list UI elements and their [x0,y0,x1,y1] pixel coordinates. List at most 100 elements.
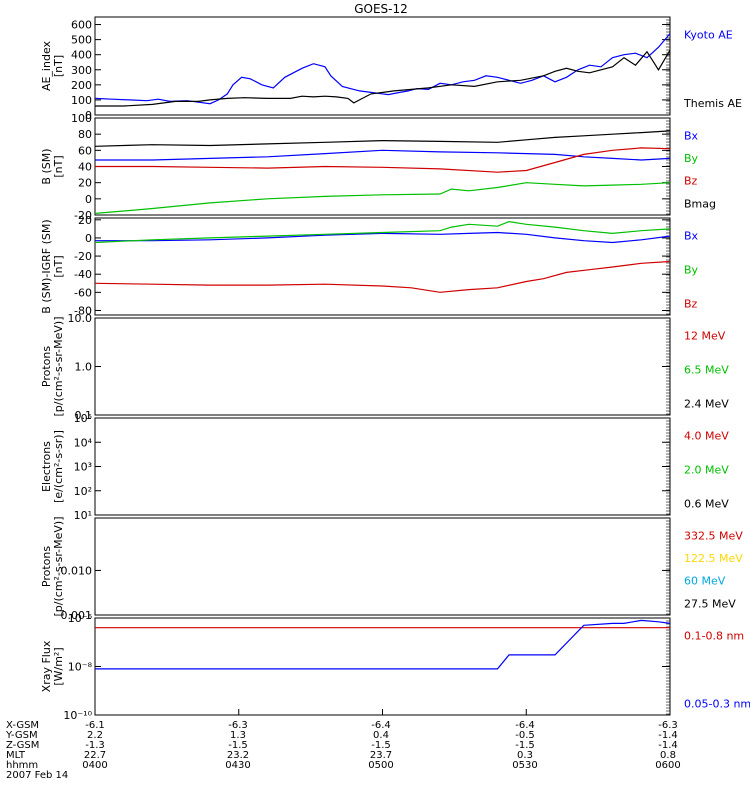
legend-label: 0.05-0.3 nm [684,697,750,710]
y-axis-label: [e/(cm²-s-sr)] [52,430,65,503]
y-tick-label: 20 [78,177,92,190]
ephemeris-row-label: Z-GSM [6,740,39,751]
panel-frame [94,317,671,416]
y-axis-label: [p/(cm²-s-sr-MeV)] [52,317,65,417]
y-tick-label: 10³ [74,461,92,474]
panel-4: 0.1 1.0 10.0 Protons [p/(cm²-s-sr-MeV)] 12 Me… [40,312,729,422]
ephemeris-value: 0.4 [373,730,389,741]
y-axis-label: [nT] [52,55,65,77]
series-line-by [94,182,671,214]
legend-label: Bz [684,297,698,310]
y-tick-label: 80 [78,128,92,141]
y-tick-label: 10⁻¹⁰ [63,709,92,722]
legend-label: 2.0 MeV [684,463,729,476]
legend-label: 6.5 MeV [684,363,729,376]
ephemeris-row-label: X-GSM [6,720,39,731]
legend-label: 4.0 MeV [684,429,729,442]
y-tick-label: -20 [74,250,92,263]
series-line-bmag [94,130,671,147]
ephemeris-value: 0500 [368,760,393,771]
date-label: 2007 Feb 14 [6,770,68,781]
legend-label: 0.1-0.8 nm [684,629,744,642]
legend-label: 12 MeV [684,329,726,342]
y-tick-label: 0 [85,193,92,206]
panel-frame [94,217,671,316]
y-tick-label: 1.0 [75,361,93,374]
panel-3: -80 -60 -40 -20 0 20 B (SM)-IGRF (SM) [nT] Bx By B… [40,214,699,318]
ephemeris-value: -6.3 [228,720,248,731]
y-tick-label: 10¹ [74,509,92,522]
y-axis-label: Xray Flux [40,640,53,692]
ephemeris-value: 0530 [512,760,537,771]
ephemeris-value: -1.3 [85,740,105,751]
legend-label: Bx [684,129,699,142]
ephemeris-value: 23.7 [370,750,392,761]
y-tick-label: 300 [71,64,92,77]
y-tick-label: 0 [85,109,92,122]
y-tick-label: 10⁻⁶ [68,612,93,625]
series-line-bx [95,231,671,244]
ephemeris-value: -0.5 [515,730,535,741]
legend-label: 0.6 MeV [684,497,729,510]
y-axis-label: [W/m²] [52,647,65,685]
panel-6: 0.001 0.010 Protons [p/(cm²-s-sr-MeV)] 332.5… [40,517,743,623]
series-line-0-05-0-3-nm [95,619,671,670]
legend-label: Themis AE [683,97,742,110]
y-axis-label: Protons [40,546,53,587]
panel-2: -20 0 20 40 60 80 100 B (SM) [nT] Bx By Bz Bmag [40,112,716,222]
legend-label: Kyoto AE [684,29,733,42]
ephemeris-value: 0.8 [660,750,676,761]
y-tick-label: 10² [74,485,92,498]
series-line-bz [95,147,671,173]
ephemeris-value: -1.4 [658,730,678,741]
y-tick-label: 200 [71,79,92,92]
series-line-themis-ae [95,49,671,107]
ephemeris-value: -1.5 [228,740,248,751]
legend-label: 60 MeV [684,575,726,588]
series-line-by [94,220,671,244]
y-axis-label: B (SM)-IGRF (SM) [40,219,53,313]
y-tick-label: 40 [78,161,92,174]
y-tick-label: -80 [74,304,92,317]
y-axis-label: [p/(cm²-s-sr-MeV)] [52,517,65,617]
panel-frame [94,517,671,616]
panel-5: 10¹ 10² 10³ 10⁴ 10⁵ Electrons [e/(cm²-s-sr)] 4.… [40,412,729,522]
y-tick-label: 400 [71,49,92,62]
legend-label: 27.5 MeV [684,597,736,610]
legend-label: 122.5 MeV [684,552,743,565]
panel-frame [94,16,671,116]
y-tick-label: 0.010 [61,564,93,577]
y-tick-label: 20 [78,214,92,227]
series-line-bz [94,260,671,293]
y-axis-label: Protons [40,346,53,387]
y-axis-label: Electrons [40,441,53,492]
legend-label: 2.4 MeV [684,397,729,410]
panel-frame [94,417,671,516]
y-tick-label: 10⁻⁸ [68,661,93,674]
y-tick-label: 0 [85,232,92,245]
y-axis-label: [nT] [52,255,65,277]
ephemeris-row-label: hhmm [6,760,38,771]
ephemeris-table: X-GSM -6.1 -6.3 -6.4 -6.4 -6.3Y-GSM 2.2 1.3 0.4-… [5,720,681,781]
ephemeris-row-label: MLT [6,750,26,761]
ephemeris-value: -6.4 [371,720,391,731]
legend-label: Bx [684,229,699,242]
y-tick-label: 10.0 [68,312,93,325]
y-tick-label: 0.001 [61,609,93,622]
y-tick-label: -20 [74,209,92,222]
ephemeris-value: 0400 [82,760,107,771]
y-tick-label: 10⁵ [74,412,92,425]
y-tick-label: -40 [74,268,92,281]
series-line-kyoto-ae [94,33,671,105]
ephemeris-value: 0.3 [517,750,533,761]
legend-label: 332.5 MeV [684,529,743,542]
ephemeris-value: 0430 [225,760,250,771]
ephemeris-value: -6.1 [85,720,105,731]
ephemeris-value: -6.3 [658,720,678,731]
y-tick-label: 600 [71,19,92,32]
y-axis-label: B (SM) [40,148,53,184]
legend-label: Bmag [684,197,716,210]
y-tick-label: 10⁴ [74,436,93,449]
